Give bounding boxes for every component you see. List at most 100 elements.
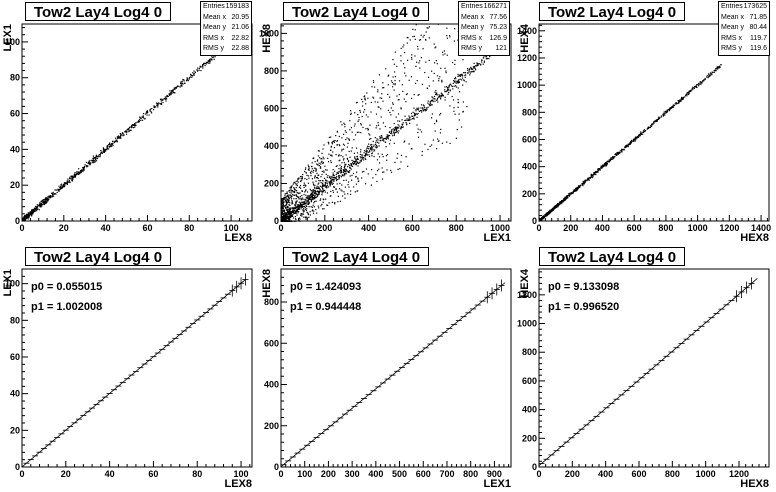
- data-point: [151, 112, 153, 114]
- data-point: [149, 110, 151, 112]
- data-point: [155, 106, 157, 108]
- data-point: [326, 184, 329, 186]
- data-point: [302, 209, 304, 212]
- data-point: [377, 101, 379, 103]
- data-point: [289, 214, 291, 216]
- data-point: [47, 197, 49, 199]
- data-point: [318, 191, 321, 193]
- data-point: [25, 215, 27, 217]
- data-point: [706, 76, 708, 78]
- data-point: [590, 176, 593, 178]
- data-point: [338, 160, 340, 162]
- data-point: [664, 114, 666, 116]
- data-point: [637, 136, 639, 138]
- data-point: [331, 141, 334, 143]
- data-point: [420, 104, 423, 106]
- data-point: [564, 196, 566, 198]
- data-point: [420, 131, 423, 133]
- data-point: [102, 148, 105, 151]
- data-point: [284, 206, 287, 209]
- data-point: [362, 157, 365, 159]
- data-point: [436, 148, 438, 150]
- data-point: [386, 169, 388, 171]
- data-point: [434, 47, 436, 49]
- data-point: [145, 111, 147, 113]
- data-point: [280, 207, 282, 210]
- data-point: [369, 151, 371, 153]
- data-point: [306, 203, 308, 205]
- data-point: [94, 156, 96, 159]
- data-point: [150, 108, 152, 110]
- data-point: [346, 166, 349, 168]
- data-point: [284, 199, 287, 202]
- data-point: [717, 66, 719, 68]
- data-point: [398, 125, 400, 127]
- data-point: [413, 115, 416, 117]
- data-point: [581, 184, 583, 186]
- data-point: [312, 198, 314, 200]
- data-point: [591, 174, 594, 176]
- data-point: [296, 183, 298, 185]
- data-point: [282, 214, 285, 216]
- data-point: [651, 124, 653, 126]
- data-point: [698, 82, 700, 84]
- data-point: [377, 153, 379, 155]
- data-point: [393, 128, 395, 130]
- data-point: [400, 127, 402, 129]
- data-point: [317, 194, 319, 196]
- data-point: [295, 209, 297, 212]
- data-point: [468, 71, 470, 73]
- data-point: [306, 217, 309, 219]
- data-point: [322, 201, 324, 203]
- data-point: [41, 203, 43, 205]
- data-point: [184, 82, 186, 84]
- data-point: [113, 141, 115, 143]
- data-point: [47, 198, 49, 200]
- data-point: [308, 166, 310, 168]
- data-point: [350, 110, 352, 112]
- data-point: [282, 213, 284, 215]
- stat-value: 71.85: [749, 13, 767, 21]
- data-point: [476, 64, 478, 66]
- data-point: [346, 146, 348, 148]
- data-point: [368, 133, 370, 135]
- data-point: [459, 75, 462, 77]
- data-point: [541, 218, 544, 220]
- data-point: [343, 162, 346, 164]
- data-point: [289, 209, 291, 212]
- data-point: [382, 171, 384, 173]
- data-point: [394, 129, 396, 131]
- data-point: [341, 150, 343, 152]
- data-point: [715, 68, 717, 70]
- data-point: [308, 169, 310, 171]
- data-point: [454, 28, 456, 30]
- data-point: [616, 152, 618, 154]
- data-point: [446, 54, 448, 56]
- data-point: [77, 172, 79, 175]
- data-point: [318, 174, 320, 176]
- data-point: [348, 186, 350, 188]
- data-point: [60, 186, 62, 188]
- data-point: [289, 207, 291, 209]
- y-tick-label: 400: [522, 405, 537, 415]
- x-tick-label: 1200: [719, 223, 739, 233]
- data-point: [376, 159, 379, 161]
- x-tick-label: 600: [627, 223, 642, 233]
- y-tick-label: 600: [264, 338, 279, 348]
- data-point: [328, 177, 331, 179]
- data-point: [291, 201, 293, 203]
- data-point: [299, 206, 301, 208]
- data-point: [359, 156, 361, 158]
- data-point: [312, 191, 315, 193]
- data-point: [337, 195, 339, 197]
- data-point: [300, 199, 302, 201]
- data-point: [651, 125, 653, 127]
- data-point: [610, 158, 613, 160]
- data-point: [339, 159, 341, 161]
- data-point: [71, 178, 73, 180]
- data-point: [350, 179, 353, 181]
- data-point: [160, 102, 162, 104]
- data-point: [341, 190, 343, 192]
- data-point: [344, 186, 346, 188]
- data-point: [284, 198, 286, 200]
